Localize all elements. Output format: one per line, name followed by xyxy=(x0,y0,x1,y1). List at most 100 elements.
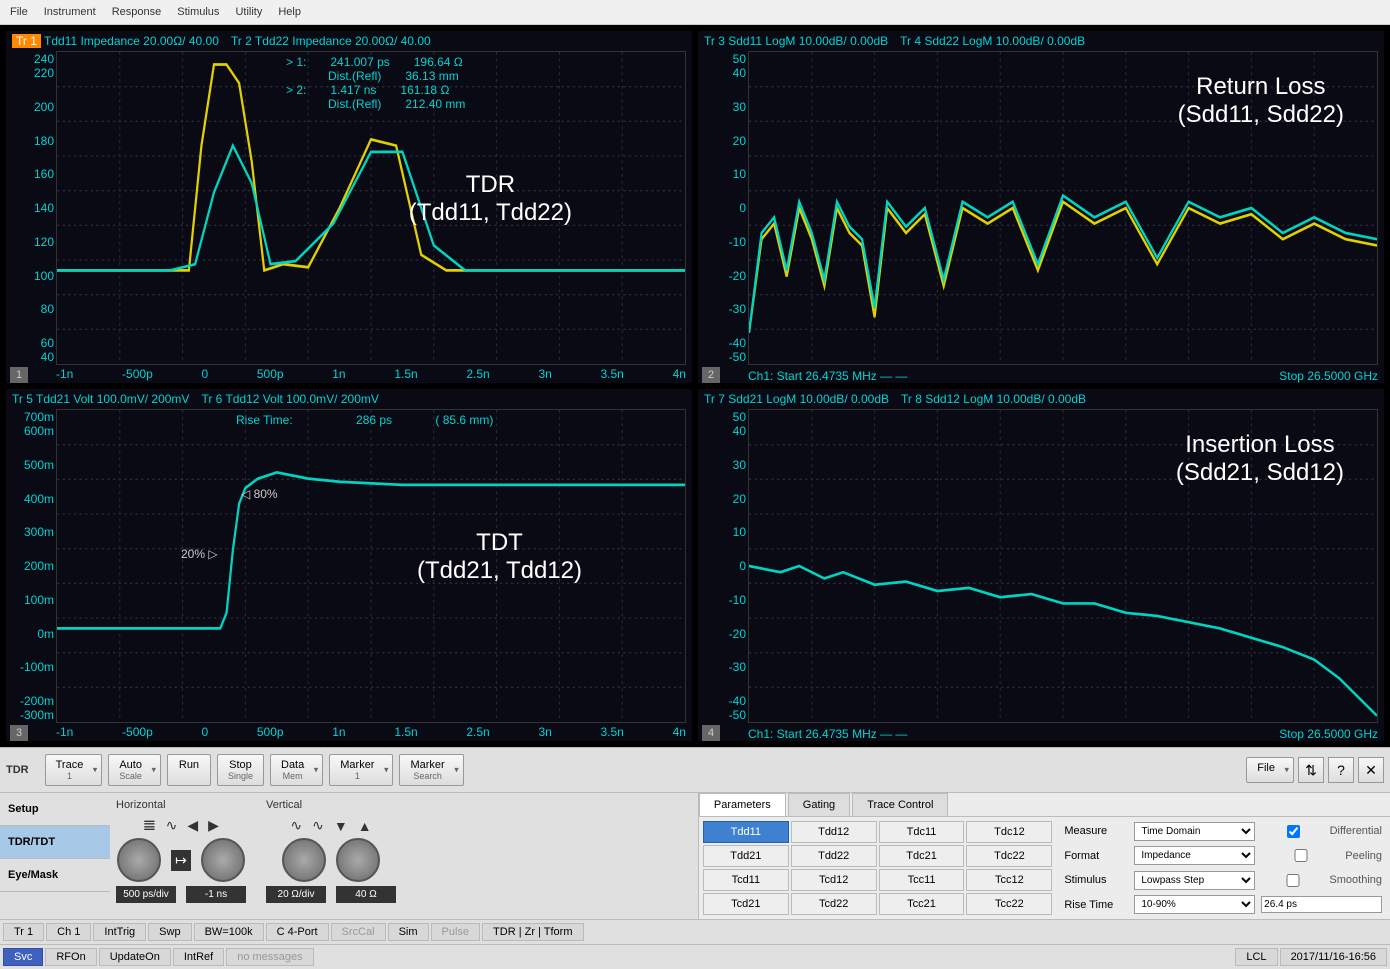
trace-label: Tr 5 Tdd21 Volt 100.0mV/ 200mV xyxy=(12,392,189,406)
setting-measure-select[interactable]: Time Domain xyxy=(1134,822,1255,841)
param-tcc11[interactable]: Tcc11 xyxy=(879,869,965,891)
help-icon[interactable]: ? xyxy=(1328,757,1354,783)
plot-grid: Tr 1 Tdd11 Impedance 20.00Ω/ 40.00 Tr 2 T… xyxy=(0,25,1390,747)
knob-icon[interactable]: ∿ xyxy=(312,817,324,834)
param-tdc21[interactable]: Tdc21 xyxy=(879,845,965,867)
plot-index: 4 xyxy=(702,725,720,741)
file-button[interactable]: File xyxy=(1246,757,1294,783)
param-tcc21[interactable]: Tcc21 xyxy=(879,893,965,915)
peeling-checkbox[interactable] xyxy=(1261,849,1341,862)
knob-icon[interactable]: ▼ xyxy=(334,818,348,834)
mode-label: TDR xyxy=(6,764,29,776)
trace-label: Tr 1 Tdd11 Impedance 20.00Ω/ 40.00 xyxy=(12,34,219,48)
marker-readout: > 1:241.007 ps196.64 ΩDist.(Refl)36.13 m… xyxy=(286,55,465,111)
plot-3[interactable]: Tr 5 Tdd21 Volt 100.0mV/ 200mV Tr 6 Tdd12… xyxy=(6,389,692,741)
param-tcc12[interactable]: Tcc12 xyxy=(966,869,1052,891)
menu-utility[interactable]: Utility xyxy=(235,6,262,18)
menu-stimulus[interactable]: Stimulus xyxy=(177,6,219,18)
updown-icon[interactable]: ⇅ xyxy=(1298,757,1324,783)
setting-label: Rise Time xyxy=(1064,899,1128,911)
differential-checkbox[interactable] xyxy=(1261,825,1325,838)
status-cell: IntRef xyxy=(173,948,224,966)
plot-index: 1 xyxy=(10,367,28,383)
trace-button[interactable]: Trace1 xyxy=(45,754,103,786)
setting-label: Format xyxy=(1064,850,1128,862)
marker-button[interactable]: Marker1 xyxy=(329,754,393,786)
knob-icon[interactable]: ▲ xyxy=(358,818,372,834)
knob-icon[interactable]: 𝌆 xyxy=(143,817,156,834)
left-tab-eyemask[interactable]: Eye/Mask xyxy=(0,859,110,892)
status-cell: Ch 1 xyxy=(46,923,91,941)
param-tab-gating[interactable]: Gating xyxy=(788,793,850,816)
status-cell: Swp xyxy=(148,923,191,941)
smoothing-checkbox[interactable] xyxy=(1261,874,1325,887)
marker-button[interactable]: MarkerSearch xyxy=(399,754,463,786)
setting-label: Stimulus xyxy=(1064,874,1128,886)
plot-4[interactable]: Tr 7 Sdd21 LogM 10.00dB/ 0.00dBTr 8 Sdd1… xyxy=(698,389,1384,741)
overlay-title: TDR(Tdd11, Tdd22) xyxy=(409,171,572,227)
data-button[interactable]: DataMem xyxy=(270,754,323,786)
status-cell: SrcCal xyxy=(331,923,386,941)
param-tdd11[interactable]: Tdd11 xyxy=(703,821,789,843)
param-tdd21[interactable]: Tdd21 xyxy=(703,845,789,867)
setting-risetime-select[interactable]: 10-90% xyxy=(1134,895,1255,914)
plot-2[interactable]: Tr 3 Sdd11 LogM 10.00dB/ 0.00dBTr 4 Sdd2… xyxy=(698,31,1384,383)
trace-label: Tr 2 Tdd22 Impedance 20.00Ω/ 40.00 xyxy=(231,34,431,48)
knob-value: 500 ps/div xyxy=(116,886,176,903)
param-tdc11[interactable]: Tdc11 xyxy=(879,821,965,843)
statusbar-2: SvcRFOnUpdateOnIntRefno messagesLCL2017/… xyxy=(0,944,1390,969)
param-tdd22[interactable]: Tdd22 xyxy=(791,845,877,867)
setting-format-select[interactable]: Impedance xyxy=(1134,846,1255,865)
menu-instrument[interactable]: Instrument xyxy=(44,6,96,18)
param-tcd12[interactable]: Tcd12 xyxy=(791,869,877,891)
menu-response[interactable]: Response xyxy=(112,6,162,18)
close-icon[interactable]: ✕ xyxy=(1358,757,1384,783)
status-cell: LCL xyxy=(1235,948,1277,966)
trace-label: Tr 7 Sdd21 LogM 10.00dB/ 0.00dB xyxy=(704,392,889,406)
setting-label: Measure xyxy=(1064,825,1128,837)
param-tdc22[interactable]: Tdc22 xyxy=(966,845,1052,867)
left-tab-setup[interactable]: Setup xyxy=(0,793,110,826)
menubar: File Instrument Response Stimulus Utility Hel… xyxy=(0,0,1390,25)
run-button[interactable]: Run xyxy=(167,754,211,786)
knob-icon[interactable]: ▶ xyxy=(208,817,219,834)
knob-section: Horizontal𝌆∿◀▶↦500 ps/div-1 nsVertical∿∿… xyxy=(110,793,698,919)
risetime-value-input[interactable] xyxy=(1261,896,1382,913)
param-panel: ParametersGatingTrace Control Tdd11Tdd12… xyxy=(698,793,1390,919)
param-tdc12[interactable]: Tdc12 xyxy=(966,821,1052,843)
status-cell: C 4-Port xyxy=(266,923,329,941)
setting-stimulus-select[interactable]: Lowpass Step xyxy=(1134,871,1255,890)
param-tdd12[interactable]: Tdd12 xyxy=(791,821,877,843)
param-tcd11[interactable]: Tcd11 xyxy=(703,869,789,891)
stop-button[interactable]: StopSingle xyxy=(217,754,264,786)
param-tab-tracecontrol[interactable]: Trace Control xyxy=(852,793,948,816)
toolbar: TDR Trace1AutoScaleRunStopSingleDataMemM… xyxy=(0,747,1390,792)
auto-button[interactable]: AutoScale xyxy=(108,754,161,786)
risetime-readout: Rise Time: 286 ps ( 85.6 mm) xyxy=(236,413,493,427)
left-tab-tdrtdt[interactable]: TDR/TDT xyxy=(0,826,110,859)
param-tcd22[interactable]: Tcd22 xyxy=(791,893,877,915)
trace-label: Tr 6 Tdd12 Volt 100.0mV/ 200mV xyxy=(201,392,378,406)
vertical-scale-knob[interactable] xyxy=(282,838,326,882)
menu-help[interactable]: Help xyxy=(278,6,301,18)
knob-icon[interactable]: ∿ xyxy=(166,817,178,834)
horizontal-scale-knob[interactable] xyxy=(117,838,161,882)
arrow-icon[interactable]: ↦ xyxy=(171,850,191,871)
vertical-offset-knob[interactable] xyxy=(336,838,380,882)
param-tcc22[interactable]: Tcc22 xyxy=(966,893,1052,915)
plot-1[interactable]: Tr 1 Tdd11 Impedance 20.00Ω/ 40.00 Tr 2 T… xyxy=(6,31,692,383)
overlay-title: Return Loss(Sdd11, Sdd22) xyxy=(1178,73,1344,129)
menu-file[interactable]: File xyxy=(10,6,28,18)
knob-icon[interactable]: ∿ xyxy=(290,817,302,834)
knob-value: -1 ns xyxy=(186,886,246,903)
status-cell: Pulse xyxy=(431,923,481,941)
param-tab-parameters[interactable]: Parameters xyxy=(699,793,786,816)
plot-index: 3 xyxy=(10,725,28,741)
param-tcd21[interactable]: Tcd21 xyxy=(703,893,789,915)
horizontal-offset-knob[interactable] xyxy=(201,838,245,882)
status-cell: RFOn xyxy=(45,948,96,966)
status-cell: IntTrig xyxy=(93,923,146,941)
knob-icon[interactable]: ◀ xyxy=(187,817,198,834)
knob-value: 20 Ω/div xyxy=(266,886,326,903)
status-cell: BW=100k xyxy=(194,923,264,941)
